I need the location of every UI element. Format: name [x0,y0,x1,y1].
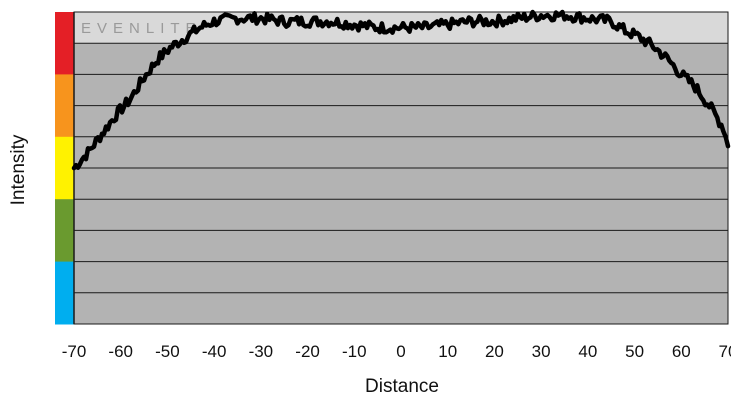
x-tick-label: -10 [342,342,367,361]
scale-segment [55,136,74,200]
x-tick-label: 30 [532,342,551,361]
x-tick-label: -30 [249,342,274,361]
x-tick-label: 40 [578,342,597,361]
x-tick-label: -70 [62,342,87,361]
gridlines [74,42,728,294]
x-tick-labels: -70 -60 -50 -40 -30 -20 -10 0 10 20 30 40 50 60 70 [62,342,731,361]
series-line [71,9,731,171]
scale-segment [55,12,74,75]
x-tick-label: 50 [625,342,644,361]
scale-segment [55,261,74,325]
x-tick-label: 0 [396,342,405,361]
x-tick-label: 70 [719,342,731,361]
x-tick-label: 10 [438,342,457,361]
x-tick-label: 20 [485,342,504,361]
y-axis-label: Intensity [8,134,29,205]
x-axis-label: Distance [365,376,439,396]
brand-watermark: EVENLITE [81,20,202,37]
intensity-scale-bar [55,12,74,325]
x-tick-label: -20 [295,342,320,361]
x-tick-label: -50 [155,342,180,361]
x-tick-label: -60 [108,342,133,361]
scale-segment [55,199,74,263]
scale-segment [55,74,74,138]
x-tick-label: -40 [202,342,227,361]
x-tick-label: 60 [672,342,691,361]
